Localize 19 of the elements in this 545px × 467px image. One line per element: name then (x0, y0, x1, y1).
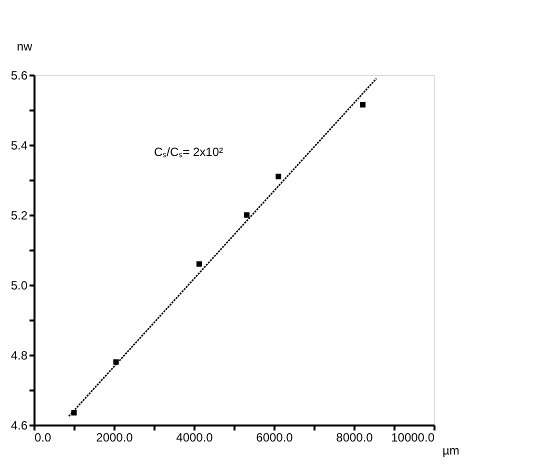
x-tick-label: 8000.0 (336, 430, 374, 444)
x-tick-label: 10000.0 (391, 430, 435, 444)
y-axis-title: nw (16, 40, 32, 54)
x-tick-label: 4000.0 (176, 430, 214, 444)
x-tick-label: 2000.0 (96, 430, 134, 444)
y-tick-label: 5.6 (10, 68, 28, 82)
y-tick-label: 5.4 (10, 138, 28, 152)
y-tick-label: 5.2 (10, 208, 28, 222)
x-tick-label: 6000.0 (256, 430, 294, 444)
y-tick-label: 5.0 (10, 278, 28, 292)
y-tick-label: 4.6 (10, 418, 28, 432)
point (196, 261, 202, 267)
point (244, 212, 250, 218)
point (360, 102, 366, 108)
annotation: Cₛ/Cₛ= 2x10² (154, 145, 224, 159)
x-axis-title: µm (442, 444, 460, 458)
x-tick-label: 0.0 (34, 430, 52, 444)
y-tick-label: 4.8 (10, 348, 28, 362)
point (276, 174, 282, 180)
